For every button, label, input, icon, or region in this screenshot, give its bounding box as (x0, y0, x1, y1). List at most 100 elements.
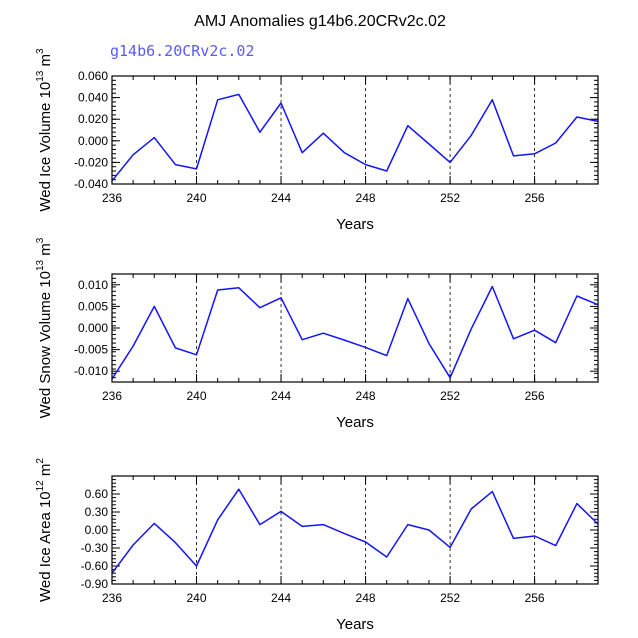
data-point (174, 347, 176, 349)
x-tick-label: 256 (525, 191, 545, 205)
x-tick-label: 240 (187, 591, 207, 605)
x-tick-label: 236 (102, 191, 122, 205)
x-tick-label: 252 (440, 389, 460, 403)
data-point (174, 541, 176, 543)
data-point (343, 532, 345, 534)
data-point (512, 338, 514, 340)
data-point (301, 338, 303, 340)
y-tick-label: -0.005 (74, 343, 108, 357)
x-axis-label: Years (336, 414, 374, 431)
data-point (512, 155, 514, 157)
data-point (491, 285, 493, 287)
data-point (238, 287, 240, 289)
series-line (111, 93, 599, 182)
x-tick-label: 248 (356, 389, 376, 403)
y-tick-label: -0.040 (74, 177, 108, 191)
panel-1: 236 240 244 248 252 256 -0.040 -0.020 0.000 0.020… (35, 48, 599, 233)
data-point (576, 502, 578, 504)
data-point (491, 490, 493, 492)
panel-3: 236 240 244 248 252 256 -0.90 -0.60 -0.30 0.00 0.3… (35, 458, 599, 633)
data-point (533, 329, 535, 331)
data-point (470, 508, 472, 510)
data-point (343, 339, 345, 341)
data-point (280, 510, 282, 512)
data-point (407, 523, 409, 525)
data-point (195, 565, 197, 567)
y-axis-label: Wed Ice Area 1012 m2 (35, 458, 54, 602)
x-tick-label: 236 (102, 591, 122, 605)
y-tick-label: 0.005 (78, 299, 108, 313)
data-point (280, 102, 282, 104)
plot-frame (111, 75, 599, 185)
data-point (491, 99, 493, 101)
x-tick-label: 248 (356, 191, 376, 205)
data-point (259, 306, 261, 308)
x-axis-label: Years (336, 616, 374, 633)
panel-subtitle: g14b6.20CRv2c.02 (110, 42, 255, 60)
data-point (259, 131, 261, 133)
x-tick-label: 252 (440, 591, 460, 605)
y-tick-label: 0.60 (85, 487, 109, 501)
data-point (132, 544, 134, 546)
data-point (174, 163, 176, 165)
y-tick-label: -0.020 (74, 155, 108, 169)
data-point (385, 354, 387, 356)
data-point (153, 305, 155, 307)
y-tick-label: 0.040 (78, 91, 108, 105)
plot-frame (111, 475, 599, 585)
data-point (132, 345, 134, 347)
data-point (132, 154, 134, 156)
y-axis-label: Wed Snow Volume 1013 m3 (35, 237, 54, 418)
data-point (576, 295, 578, 297)
data-point (322, 523, 324, 525)
x-axis-label: Years (336, 216, 374, 233)
data-point (576, 116, 578, 118)
data-point (428, 529, 430, 531)
data-point (153, 522, 155, 524)
plots: 236 240 244 248 252 256 -0.040 -0.020 0.000 0.020… (35, 48, 599, 633)
data-point (238, 93, 240, 95)
y-tick-label: -0.60 (81, 559, 109, 573)
data-point (512, 537, 514, 539)
data-point (195, 354, 197, 356)
y-tick-label: 0.30 (85, 505, 109, 519)
x-tick-label: 240 (187, 191, 207, 205)
x-tick-label: 240 (187, 389, 207, 403)
y-tick-label: 0.000 (78, 321, 108, 335)
series-line (111, 488, 599, 574)
data-point (364, 541, 366, 543)
data-point (407, 124, 409, 126)
data-point (407, 297, 409, 299)
data-point (449, 161, 451, 163)
data-point (555, 341, 557, 343)
data-point (533, 535, 535, 537)
data-point (364, 346, 366, 348)
y-axis-label: Wed Ice Volume 1013 m3 (35, 48, 54, 212)
data-point (216, 99, 218, 101)
x-tick-label: 244 (271, 191, 291, 205)
data-point (216, 519, 218, 521)
data-point (343, 151, 345, 153)
panel-2: 236 240 244 248 252 256 -0.010 -0.005 0.000 0.005… (35, 237, 599, 431)
data-point (195, 168, 197, 170)
data-point (301, 151, 303, 153)
data-point (280, 297, 282, 299)
plot-frame (111, 273, 599, 383)
data-point (385, 556, 387, 558)
y-tick-label: -0.30 (81, 541, 109, 555)
y-tick-label: 0.000 (78, 134, 108, 148)
series-line (111, 285, 599, 380)
data-point (428, 143, 430, 145)
data-point (364, 163, 366, 165)
data-point (153, 136, 155, 138)
data-point (470, 328, 472, 330)
data-point (555, 142, 557, 144)
figure-title: AMJ Anomalies g14b6.20CRv2c.02 (194, 13, 446, 30)
x-tick-label: 244 (271, 389, 291, 403)
x-tick-label: 256 (525, 389, 545, 403)
data-point (449, 546, 451, 548)
y-tick-label: 0.060 (78, 69, 108, 83)
data-point (428, 342, 430, 344)
data-point (259, 523, 261, 525)
